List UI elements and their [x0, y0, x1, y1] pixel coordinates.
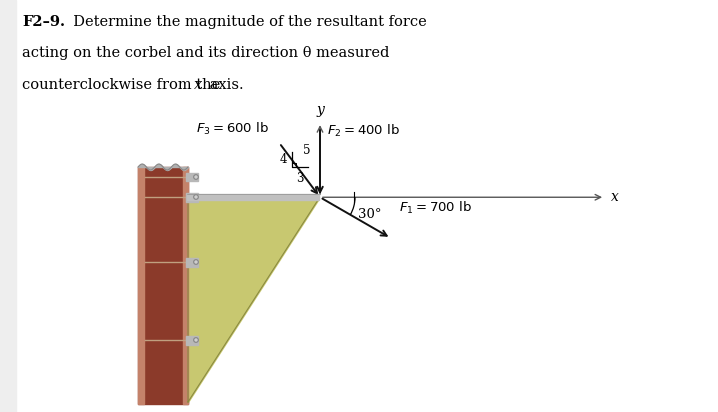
Text: 4: 4 — [279, 153, 287, 166]
Text: F2–9.: F2–9. — [22, 15, 65, 29]
Bar — [138, 167, 188, 404]
Circle shape — [194, 338, 198, 342]
Bar — [187, 194, 319, 200]
Bar — [186, 258, 198, 267]
Circle shape — [195, 339, 197, 341]
Text: $F_2 = 400\ \mathrm{lb}$: $F_2 = 400\ \mathrm{lb}$ — [327, 123, 400, 139]
Circle shape — [194, 195, 198, 199]
Polygon shape — [188, 200, 318, 402]
Bar — [186, 173, 198, 182]
Bar — [183, 167, 188, 404]
Text: acting on the corbel and its direction θ measured: acting on the corbel and its direction θ… — [22, 47, 389, 61]
Text: counterclockwise from the: counterclockwise from the — [22, 78, 225, 92]
Bar — [186, 192, 198, 201]
Text: x: x — [194, 78, 202, 92]
Text: x: x — [611, 190, 619, 204]
Bar — [186, 335, 198, 344]
Text: 30°: 30° — [358, 208, 381, 221]
Text: 5: 5 — [303, 143, 310, 157]
Bar — [0, 0, 16, 412]
Bar — [138, 167, 144, 404]
Circle shape — [194, 175, 198, 179]
Circle shape — [195, 196, 197, 198]
Circle shape — [195, 176, 197, 178]
Text: y: y — [316, 103, 324, 117]
Circle shape — [195, 261, 197, 263]
Text: $F_1 = 700\ \mathrm{lb}$: $F_1 = 700\ \mathrm{lb}$ — [399, 200, 472, 216]
Text: 3: 3 — [296, 172, 304, 185]
Text: $F_3 = 600\ \mathrm{lb}$: $F_3 = 600\ \mathrm{lb}$ — [196, 121, 269, 137]
Text: axis.: axis. — [205, 78, 243, 92]
Text: Determine the magnitude of the resultant force: Determine the magnitude of the resultant… — [64, 15, 426, 29]
Circle shape — [194, 260, 198, 264]
